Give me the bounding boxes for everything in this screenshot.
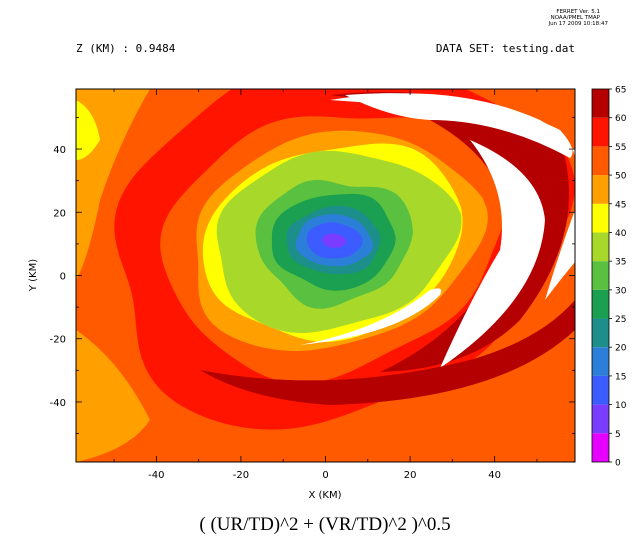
colorbar-swatch [592, 232, 609, 262]
x-tick-label: 40 [488, 470, 501, 481]
colorbar-frame [591, 88, 610, 463]
colorbar-swatch [592, 203, 609, 233]
colorbar-level-label: 45 [615, 200, 626, 210]
colorbar-swatch [592, 175, 609, 204]
colorbar-level-label: 25 [615, 315, 626, 325]
left-yellow-region [76, 100, 100, 160]
ferret-date-label: Jun 17 2009 10:18:47 [547, 21, 608, 27]
colorbar-swatch [592, 375, 609, 405]
colorbar-level-label: 65 [615, 86, 626, 96]
ferret-org-label: NOAA/PMEL TMAP [551, 15, 601, 21]
colorbar-swatch [592, 347, 609, 376]
missing-data-arc-inner [300, 288, 442, 345]
colorbar-swatch [592, 289, 609, 319]
x-tick-label: 0 [322, 470, 328, 481]
y-tick-label: -20 [50, 335, 66, 346]
y-axis-label: Y (KM) [28, 259, 39, 292]
colorbar-swatch [592, 404, 609, 434]
axes: -40 -20 0 20 40 -40 -20 0 20 40 [50, 89, 575, 481]
heatmap-field [76, 89, 575, 462]
colorbar-level-label: 20 [615, 344, 627, 354]
colorbar-swatch [592, 433, 609, 462]
ferret-version-label: FERRET Ver. 5.1 [556, 9, 600, 15]
missing-data-arc-right [440, 140, 545, 368]
x-tick-label: -20 [233, 470, 249, 481]
colorbar-level-label: 30 [615, 286, 627, 296]
missing-data-arc-top [330, 93, 575, 160]
colorbar-swatch [592, 261, 609, 290]
x-tick-label: 20 [404, 470, 417, 481]
colorbar-level-label: 0 [615, 459, 621, 469]
colorbar-swatch [592, 89, 609, 118]
colorbar-level-label: 35 [615, 258, 626, 268]
colorbar-level-label: 60 [615, 114, 627, 124]
x-axis-label: X (KM) [308, 490, 341, 501]
missing-data-arc-upper [345, 93, 573, 158]
y-tick-label: -40 [50, 398, 66, 409]
plot-expression-title: ( (UR/TD)^2 + (VR/TD)^2 )^0.5 [199, 514, 450, 535]
colorbar-level-label: 55 [615, 143, 626, 153]
y-tick-label: 40 [53, 145, 66, 156]
colorbar-level-label: 50 [615, 172, 627, 182]
colorbar-swatch [592, 146, 609, 176]
y-tick-label: 20 [53, 208, 66, 219]
x-tick-label: -40 [148, 470, 164, 481]
y-tick-label: 0 [60, 272, 66, 283]
colorbar: 0 5 10 15 20 25 30 35 40 45 50 55 60 65 [591, 86, 627, 469]
colorbar-level-label: 10 [615, 401, 627, 411]
lower-left-orange-region [76, 330, 150, 462]
missing-data-edge [545, 210, 575, 300]
colorbar-swatch [592, 318, 609, 348]
colorbar-swatch [592, 117, 609, 147]
colorbar-level-label: 5 [615, 430, 621, 440]
colorbar-level-label: 15 [615, 372, 626, 382]
contour-band-10 [322, 233, 347, 248]
dataset-label: DATA SET: testing.dat [436, 42, 575, 55]
lower-rainband [200, 300, 575, 405]
z-level-label: Z (KM) : 0.9484 [76, 42, 176, 55]
colorbar-level-label: 40 [615, 229, 627, 239]
